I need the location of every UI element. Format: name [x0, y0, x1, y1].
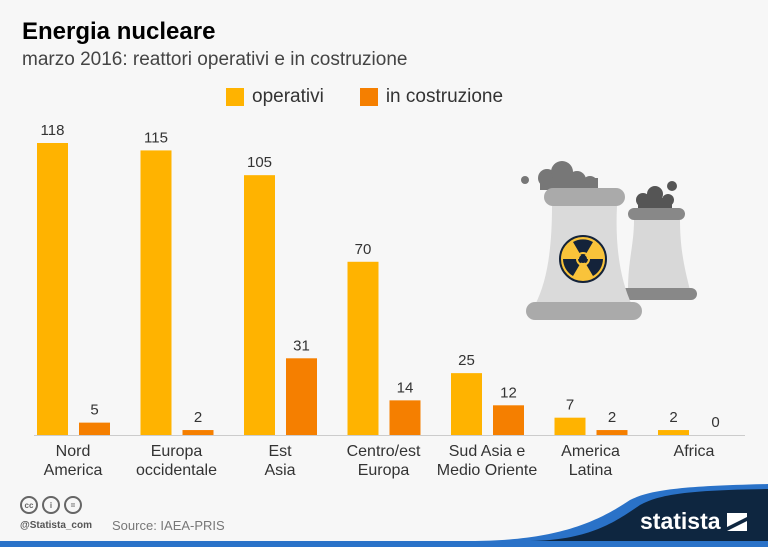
data-label: 105 [247, 154, 272, 171]
data-label: 25 [458, 352, 475, 369]
bar [286, 358, 317, 435]
bar [658, 430, 689, 435]
category-label: Europa [151, 443, 203, 460]
data-label: 0 [711, 414, 719, 431]
bar [493, 405, 524, 435]
attribution-icon: i [42, 496, 60, 514]
category-label: Sud Asia e [449, 443, 526, 460]
category-label: Asia [264, 462, 295, 479]
legend-label: operativi [252, 86, 324, 107]
legend-item-operativi: operativi [226, 86, 324, 108]
page-subtitle: marzo 2016: reattori operativi e in cost… [22, 49, 408, 70]
data-label: 7 [566, 397, 574, 414]
statista-logo-icon [726, 512, 747, 531]
bar [182, 430, 214, 435]
bar [79, 422, 110, 435]
category-label: Medio Oriente [437, 462, 538, 479]
bar [37, 143, 68, 435]
legend-label: in costruzione [385, 86, 504, 107]
brand-text: statista [640, 508, 721, 534]
page-title: Energia nucleare [22, 18, 216, 45]
category-label: Europa [358, 462, 410, 479]
nuclear-power-plant-icon [521, 161, 697, 320]
legend-swatch [359, 88, 378, 106]
cc-icon: cc [20, 496, 38, 514]
source-label: Source: IAEA-PRIS [112, 518, 225, 533]
bar [554, 417, 586, 435]
footer-handle: @Statista_com [20, 520, 92, 531]
license-icons: cc i = [20, 496, 82, 514]
footer-swoosh [0, 484, 768, 547]
category-label: Africa [674, 443, 715, 460]
category-label: America [561, 443, 620, 460]
bar [451, 373, 482, 435]
category-label: America [44, 462, 103, 479]
data-label: 14 [397, 379, 414, 396]
category-label: occidentale [136, 462, 217, 479]
category-label: Centro/est [347, 443, 421, 460]
bar [140, 150, 172, 436]
data-label: 115 [144, 129, 168, 146]
data-label: 5 [90, 402, 98, 419]
data-label: 118 [41, 122, 65, 139]
bar [596, 430, 628, 435]
bar [389, 400, 421, 435]
data-label: 2 [194, 409, 202, 426]
data-label: 12 [500, 384, 517, 401]
category-label: Nord [56, 443, 91, 460]
category-label: Latina [569, 462, 613, 479]
legend-swatch [226, 88, 244, 106]
statista-logo[interactable]: statista [640, 508, 747, 535]
no-derivatives-icon: = [64, 496, 82, 514]
data-label: 2 [608, 409, 616, 426]
data-label: 70 [355, 241, 372, 258]
data-label: 31 [293, 337, 310, 354]
bar [347, 261, 379, 435]
category-label: Est [268, 443, 292, 460]
legend-item-in-costruzione: in costruzione [359, 86, 504, 108]
bar [244, 175, 275, 435]
data-label: 2 [669, 409, 677, 426]
legend: operativi in costruzione [226, 86, 503, 108]
